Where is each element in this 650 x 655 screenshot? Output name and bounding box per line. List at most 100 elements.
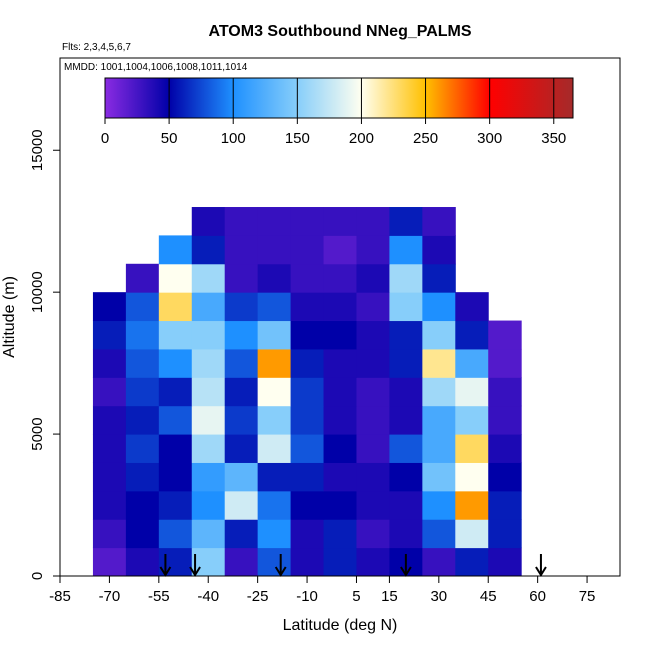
heatmap-cell [488, 377, 522, 407]
heatmap-cell [290, 263, 325, 293]
arrow-head [400, 566, 412, 577]
heatmap-cell [158, 519, 193, 549]
heatmap-cell [92, 547, 127, 577]
heatmap-cell [290, 348, 325, 378]
heatmap-cell [389, 377, 423, 407]
heatmap-cell [323, 462, 357, 492]
heatmap-cell [224, 292, 259, 322]
heatmap-cell [389, 462, 423, 492]
heatmap-cell [455, 462, 489, 492]
heatmap-cell [422, 519, 456, 549]
heatmap-cell [356, 320, 390, 350]
x-tick-label: 45 [480, 588, 497, 605]
colorbar-tick-label: 250 [413, 130, 438, 147]
heatmap-cell [125, 434, 160, 463]
heatmap-cell [389, 405, 423, 435]
y-tick-label: 15000 [29, 129, 46, 171]
heatmap-cell [323, 320, 357, 350]
heatmap-cell [323, 405, 357, 435]
heatmap-cell [158, 263, 193, 293]
heatmap-cell [257, 207, 292, 236]
heatmap-cell [257, 292, 292, 322]
heatmap-cell [389, 320, 423, 350]
heatmap-cell [257, 235, 292, 265]
heatmap-cell [422, 235, 456, 265]
heatmap-cell [92, 292, 127, 322]
heatmap-cell [455, 405, 489, 435]
heatmap-cell [224, 235, 259, 265]
heatmap-cell [290, 235, 325, 265]
heatmap-cell [422, 405, 456, 435]
heatmap-cell [257, 348, 292, 378]
heatmap-cell [257, 320, 292, 350]
x-tick-label: 15 [381, 588, 398, 605]
heatmap-cell [488, 519, 522, 549]
heatmap-cell [257, 377, 292, 407]
heatmap-cell [422, 263, 456, 293]
heatmap-cell [125, 348, 160, 378]
heatmap-cell [158, 490, 193, 520]
heatmap-cell [422, 377, 456, 407]
heatmap-cell [224, 547, 259, 577]
heatmap-cell [257, 405, 292, 435]
heatmap-cell [92, 490, 127, 520]
heatmap-cell [158, 434, 193, 463]
heatmap-cell [257, 462, 292, 492]
plot-frame [59, 57, 621, 577]
heatmap-cell [191, 348, 226, 378]
heatmap-cell [389, 292, 423, 322]
heatmap-cell [356, 405, 390, 435]
heatmap-cell [92, 434, 127, 463]
colorbar-tick-label: 200 [349, 130, 374, 147]
arrow [400, 554, 412, 577]
heatmap-cell [323, 292, 357, 322]
heatmap-cell [158, 377, 193, 407]
heatmap-cell [191, 462, 226, 492]
heatmap-cell [455, 519, 489, 549]
heatmap-cell [125, 490, 160, 520]
y-axis-label: Altitude (m) [1, 276, 18, 358]
heatmap-cell [191, 519, 226, 549]
heatmap-cell [257, 490, 292, 520]
heatmap-cell [488, 434, 522, 463]
heatmap-cell [488, 348, 522, 378]
colorbar-tick-label: 100 [221, 130, 246, 147]
heatmap-cell [290, 292, 325, 322]
heatmap-cell [422, 434, 456, 463]
heatmap-cell [290, 320, 325, 350]
x-tick-label: -70 [99, 588, 121, 605]
arrow [535, 554, 547, 577]
heatmap-cell [323, 235, 357, 265]
heatmap-cell [191, 263, 226, 293]
heatmap-cell [356, 490, 390, 520]
heatmap-cell [125, 263, 160, 293]
heatmap-cell [158, 462, 193, 492]
heatmap-cell [92, 405, 127, 435]
heatmap-cell [323, 348, 357, 378]
heatmap-cell [389, 348, 423, 378]
heatmap-cell [92, 462, 127, 492]
heatmap-cell [224, 377, 259, 407]
heatmap-cell [224, 207, 259, 236]
heatmap-cell [290, 207, 325, 236]
heatmap-cell [224, 348, 259, 378]
heatmap-cell [290, 434, 325, 463]
heatmap-cell [389, 490, 423, 520]
heatmap-cell [257, 547, 292, 577]
heatmap-cell [224, 490, 259, 520]
heatmap-cell [323, 207, 357, 236]
heatmap-cell [389, 235, 423, 265]
heatmap-cell [356, 292, 390, 322]
heatmap-cell [488, 405, 522, 435]
heatmap-cell [158, 320, 193, 350]
x-tick-label: -25 [247, 588, 269, 605]
heatmap-cell [224, 263, 259, 293]
arrow [274, 554, 287, 577]
heatmap-cell [422, 292, 456, 322]
y-tick-label: 0 [29, 572, 46, 580]
heatmap-cell [290, 377, 325, 407]
heatmap-cell [323, 519, 357, 549]
heatmap-cell [257, 519, 292, 549]
heatmap-cell [488, 490, 522, 520]
colorbar [104, 77, 574, 119]
